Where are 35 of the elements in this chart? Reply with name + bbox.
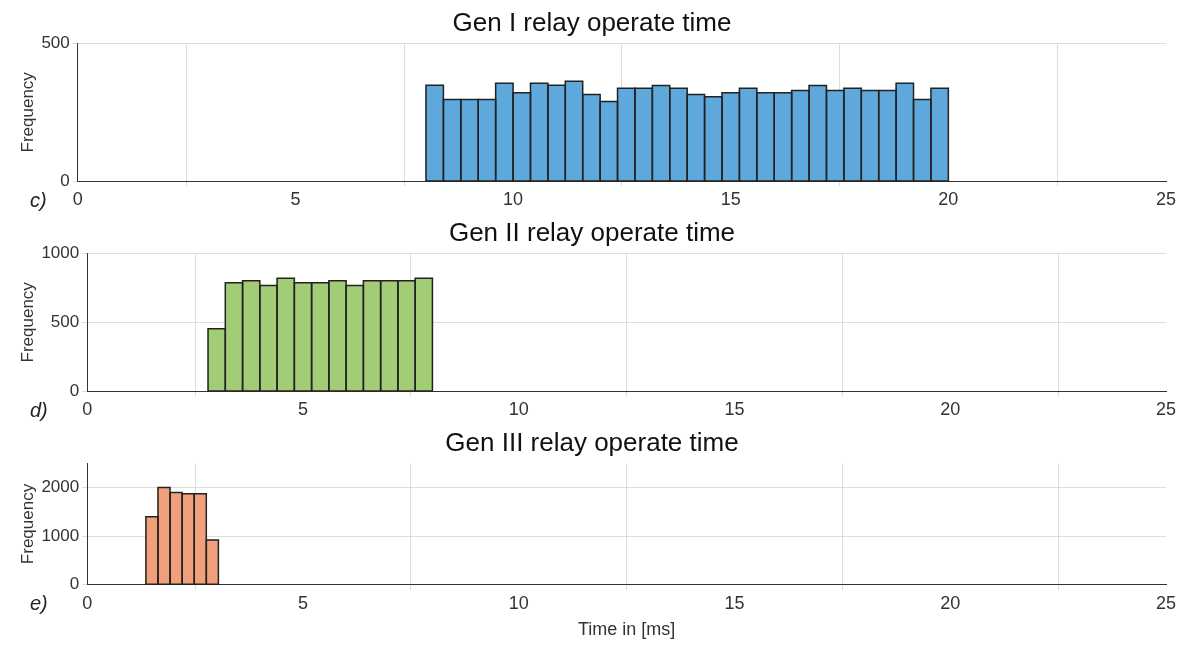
x-tick-label: 10 (508, 592, 529, 613)
x-tick-label: 0 (82, 399, 93, 420)
y-tick-label: 1000 (41, 525, 80, 545)
y-axis-title: Frequency (17, 71, 37, 153)
x-tick-label: 20 (940, 399, 961, 420)
chart-title: Gen III relay operate time (445, 426, 739, 457)
x-tick-label: 5 (290, 189, 301, 210)
y-tick-label: 0 (69, 381, 80, 401)
text: d) (30, 398, 48, 421)
chart-title: Gen I relay operate time (452, 6, 732, 37)
x-tick-label: 15 (724, 399, 745, 420)
y-axis-title: Frequency (17, 281, 37, 363)
x-tick-label: 20 (940, 592, 961, 613)
y-tick-label: 500 (41, 32, 70, 52)
y-tick-label: 0 (69, 574, 80, 594)
y-axis-title: Frequency (17, 483, 37, 565)
x-tick-label: 25 (1155, 399, 1177, 420)
chart-title: Gen II relay operate time (448, 216, 736, 247)
x-tick-label: 10 (508, 399, 529, 420)
y-tick-label: 0 (60, 171, 70, 191)
x-tick-label: 5 (297, 592, 308, 613)
x-tick-label: 15 (720, 189, 741, 210)
text: c) (30, 188, 47, 211)
x-tick-label: 20 (938, 189, 959, 210)
x-axis-title: Time in [ms] (577, 619, 676, 640)
x-tick-label: 25 (1155, 189, 1177, 210)
x-tick-label: 15 (724, 592, 745, 613)
y-tick-label: 1000 (41, 242, 80, 262)
x-tick-label: 10 (503, 189, 524, 210)
text: e) (30, 592, 48, 615)
x-tick-label: 25 (1155, 592, 1177, 613)
y-tick-label: 2000 (41, 477, 80, 497)
x-tick-label: 5 (297, 399, 308, 420)
y-tick-label: 500 (50, 311, 80, 331)
x-tick-label: 0 (82, 592, 93, 613)
